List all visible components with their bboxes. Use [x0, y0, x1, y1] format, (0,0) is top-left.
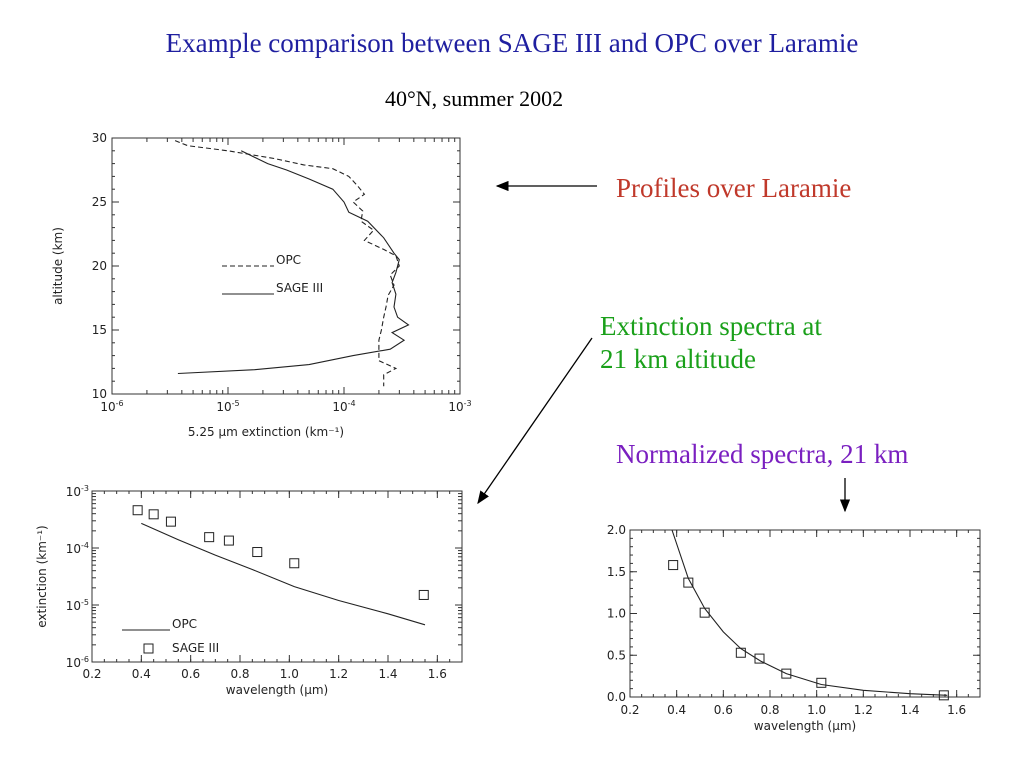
- x-tick-label: 0.6: [181, 667, 200, 681]
- x-tick-label: 0.4: [132, 667, 151, 681]
- extinction-note: Extinction spectra at 21 km altitude: [600, 310, 822, 376]
- x-tick-label: 0.8: [230, 667, 249, 681]
- legend-label: SAGE III: [172, 641, 219, 655]
- x-tick-label: 1.6: [428, 667, 447, 681]
- y-tick-label: 30: [92, 131, 107, 145]
- x-axis-label: 5.25 μm extinction (km⁻¹): [188, 425, 344, 439]
- y-tick-label: 10: [92, 387, 107, 401]
- y-tick-label: 10-6: [66, 655, 89, 670]
- y-tick-label: 2.0: [607, 523, 626, 537]
- page-title: Example comparison between SAGE III and …: [165, 28, 859, 58]
- sage-point: [165, 516, 176, 527]
- sage-point: [668, 560, 679, 571]
- y-tick-label: 1.5: [607, 565, 626, 579]
- x-tick-label: 1.6: [947, 703, 966, 717]
- series-line-sage-iii: [177, 150, 410, 375]
- opc-line: [141, 522, 426, 626]
- sage-point: [754, 653, 765, 664]
- sage-point: [418, 589, 429, 600]
- y-tick-label: 1.0: [607, 607, 626, 621]
- extinction-note-line2: 21 km altitude: [600, 344, 756, 374]
- y-tick-label: 20: [92, 259, 107, 273]
- y-tick-label: 0.5: [607, 648, 626, 662]
- x-tick-label: 0.6: [714, 703, 733, 717]
- opc-line: [671, 529, 948, 696]
- legend-label: OPC: [172, 617, 197, 631]
- extinction-note-line1: Extinction spectra at: [600, 311, 822, 341]
- sage-point: [699, 607, 710, 618]
- x-axis-label: wavelength (μm): [226, 683, 328, 697]
- sage-point: [252, 547, 263, 558]
- y-axis-label: altitude (km): [51, 227, 65, 305]
- x-tick-label: 10-4: [332, 399, 355, 414]
- x-tick-label: 1.0: [807, 703, 826, 717]
- extinction-chart: 0.2 0.4 0.6 0.8 1.0 1.2 1.4 1.6 10-6 10-5 10-4 10-3…: [35, 484, 463, 697]
- sage-point: [938, 690, 949, 701]
- x-tick-label: 0.2: [82, 667, 101, 681]
- x-tick-label: 0.8: [760, 703, 779, 717]
- profile-chart: 10-6 10-5 10-4 10-3 10 15 20 25 30 5.25 μm extinc…: [51, 131, 472, 439]
- x-tick-label: 1.0: [280, 667, 299, 681]
- y-tick-label: 10-5: [66, 598, 89, 613]
- x-tick-label: 1.4: [900, 703, 919, 717]
- x-tick-label: 10-3: [448, 399, 471, 414]
- x-tick-label: 10-6: [100, 399, 123, 414]
- x-tick-label: 1.4: [378, 667, 397, 681]
- y-tick-label: 25: [92, 195, 107, 209]
- x-tick-label: 0.2: [620, 703, 639, 717]
- sage-point: [683, 577, 694, 588]
- legend-marker: [143, 643, 154, 654]
- normalized-chart: 0.2 0.4 0.6 0.8 1.0 1.2 1.4 1.6 0.0 0.5 1.0 1.5 2.0 w…: [607, 523, 981, 733]
- extinction-chart-panel: 0.2 0.4 0.6 0.8 1.0 1.2 1.4 1.6 10-6 10-5 10-4 10-3…: [30, 475, 470, 720]
- x-tick-label: 1.2: [854, 703, 873, 717]
- y-axis-label: extinction (km⁻¹): [35, 525, 49, 627]
- sage-point: [148, 509, 159, 520]
- series-line-opc: [174, 140, 400, 387]
- sage-point: [223, 535, 234, 546]
- profiles-note: Profiles over Laramie: [616, 173, 852, 203]
- x-tick-label: 0.4: [667, 703, 686, 717]
- y-tick-label: 15: [92, 323, 107, 337]
- sage-point: [781, 668, 792, 679]
- x-tick-label: 10-5: [216, 399, 239, 414]
- sage-point: [132, 505, 143, 516]
- profile-chart-panel: 10-6 10-5 10-4 10-3 10 15 20 25 30 5.25 μm extinc…: [40, 120, 480, 450]
- page-subtitle: 40°N, summer 2002: [385, 86, 564, 111]
- y-tick-label: 0.0: [607, 690, 626, 704]
- sage-point: [204, 532, 215, 543]
- x-tick-label: 1.2: [329, 667, 348, 681]
- normalized-chart-panel: 0.2 0.4 0.6 0.8 1.0 1.2 1.4 1.6 0.0 0.5 1.0 1.5 2.0 w…: [592, 512, 992, 748]
- y-tick-label: 10-4: [66, 541, 89, 556]
- extinction-arrow: [477, 337, 593, 505]
- sage-point: [816, 677, 827, 688]
- normalized-note: Normalized spectra, 21 km: [616, 439, 909, 469]
- legend-label: OPC: [276, 253, 301, 267]
- sage-point: [289, 558, 300, 569]
- legend-label: SAGE III: [276, 281, 323, 295]
- sage-point: [735, 647, 746, 658]
- x-axis-label: wavelength (μm): [754, 719, 856, 733]
- y-tick-label: 10-3: [66, 484, 89, 499]
